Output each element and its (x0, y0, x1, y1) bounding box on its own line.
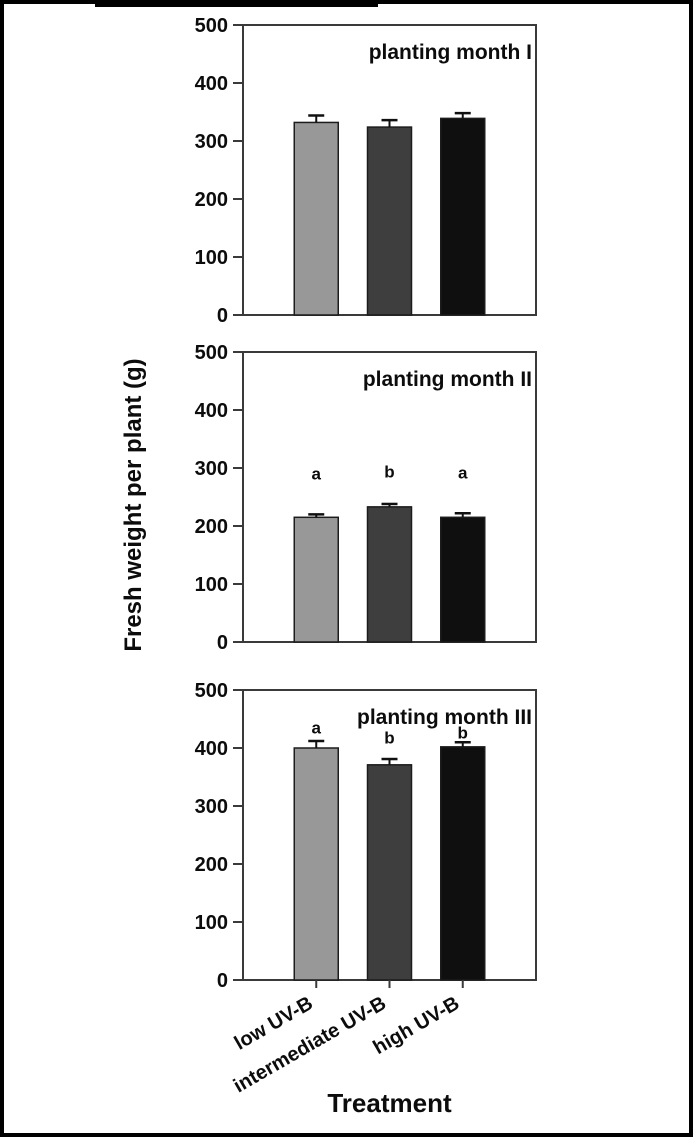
panel-title: planting month II (363, 368, 532, 391)
y-tick-label: 0 (217, 305, 228, 327)
y-tick-label: 100 (195, 912, 228, 934)
y-tick-label: 200 (195, 189, 228, 211)
significance-letter: a (312, 465, 322, 484)
y-tick-label: 100 (195, 247, 228, 269)
y-tick-label: 500 (195, 342, 228, 364)
panel-2-planting-month-ii: 0 100 200 300 400 500 a b a planting month II (195, 342, 537, 654)
significance-letter: b (458, 724, 468, 743)
y-tick-label: 400 (195, 738, 228, 760)
y-tick-label: 200 (195, 516, 228, 538)
bar-high-uv-b (440, 516, 486, 643)
y-axis-label: Fresh weight per plant (g) (120, 358, 147, 651)
y-tick-label: 0 (217, 632, 228, 654)
y-tick-label: 400 (195, 400, 228, 422)
bar-high-uv-b (440, 746, 486, 981)
panel-title: planting month III (357, 706, 532, 729)
bar-low-uv-b (293, 121, 339, 316)
y-tick-label: 300 (195, 131, 228, 153)
y-tick-label: 0 (217, 970, 228, 992)
bar-intermediate-uv-b (366, 506, 413, 643)
significance-letter: a (312, 719, 322, 738)
y-tick-label: 300 (195, 458, 228, 480)
bar-intermediate-uv-b (366, 126, 413, 316)
frame-top-band (95, 0, 378, 7)
y-tick-label: 200 (195, 854, 228, 876)
y-tick-label: 300 (195, 796, 228, 818)
bar-low-uv-b (293, 747, 339, 981)
x-axis-label: Treatment (327, 1088, 452, 1118)
panel-1-planting-month-i: 0 100 200 300 400 500 planting month I (195, 15, 537, 327)
y-tick-label: 100 (195, 574, 228, 596)
significance-letter: b (384, 728, 394, 747)
y-tick-label: 500 (195, 15, 228, 37)
bar-high-uv-b (440, 117, 486, 316)
significance-letter: a (458, 463, 468, 482)
panel-title: planting month I (369, 41, 532, 64)
bar-intermediate-uv-b (366, 764, 413, 981)
significance-letter: b (384, 462, 394, 481)
bar-low-uv-b (293, 516, 339, 643)
y-tick-label: 400 (195, 73, 228, 95)
y-tick-label: 500 (195, 680, 228, 702)
